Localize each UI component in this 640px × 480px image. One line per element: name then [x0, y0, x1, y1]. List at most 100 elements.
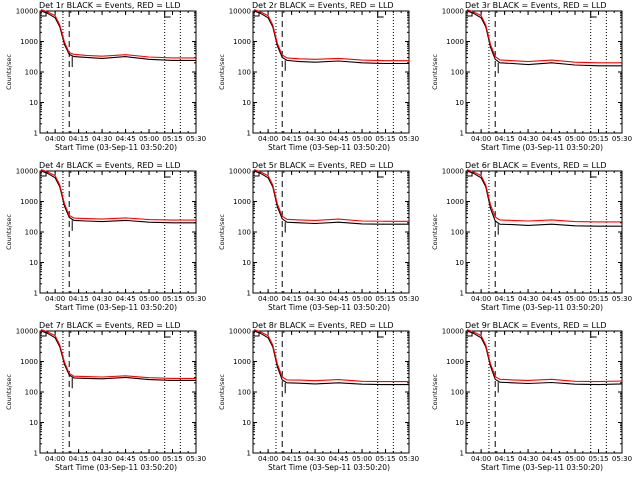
x-tick-label: 05:15: [588, 295, 608, 303]
y-tick-label: 10: [455, 259, 464, 267]
end-bracket-marker: [590, 331, 597, 338]
x-tick-label: 04:45: [115, 455, 135, 463]
x-tick-label: 04:00: [471, 295, 491, 303]
series-lld-line: [466, 169, 622, 223]
y-tick-label: 10000: [16, 168, 38, 176]
panel-1: Det 1r BLACK = Events, RED = LLD 1 10 100 10…: [5, 1, 206, 152]
y-tick-label: 100: [451, 389, 464, 397]
y-tick-label: 10000: [442, 328, 464, 336]
panel-5: Det 5r BLACK = Events, RED = LLD 1 10 100 10…: [218, 161, 419, 312]
y-tick-label: 10: [242, 259, 251, 267]
x-tick-label: 04:00: [258, 295, 278, 303]
y-axis-label: Counts/sec: [218, 214, 226, 250]
x-tick-label: 04:00: [45, 135, 65, 143]
series-lld-line: [466, 329, 623, 383]
series-lld-line: [466, 9, 622, 64]
x-axis-label: Start Time (03-Sep-11 03:50:20): [268, 303, 390, 312]
y-tick-label: 1: [460, 290, 464, 298]
x-tick-label: 04:45: [115, 135, 135, 143]
x-tick-label: 05:30: [399, 135, 419, 143]
x-tick-label: 05:30: [612, 455, 632, 463]
x-tick-label: 04:15: [69, 135, 89, 143]
series-events-line: [40, 330, 196, 381]
x-tick-label: 04:45: [541, 135, 561, 143]
x-tick-label: 05:00: [139, 135, 159, 143]
x-tick-label: 04:15: [495, 295, 515, 303]
y-tick-label: 100: [25, 229, 38, 237]
series-events-line: [253, 330, 409, 386]
series-events-line: [40, 10, 196, 61]
y-tick-label: 1000: [233, 198, 251, 206]
x-tick-label: 05:15: [375, 455, 395, 463]
x-tick-label: 05:15: [162, 135, 182, 143]
x-tick-label: 05:15: [375, 295, 395, 303]
y-tick-label: 1: [34, 130, 38, 138]
panel-8: Det 8r BLACK = Events, RED = LLD 1 10 100 10…: [218, 321, 419, 472]
y-tick-label: 1000: [446, 38, 464, 46]
x-tick-label: 05:30: [186, 455, 206, 463]
y-tick-label: 1000: [233, 38, 251, 46]
y-tick-label: 1: [247, 290, 251, 298]
x-tick-label: 04:00: [45, 295, 65, 303]
y-tick-label: 10: [29, 259, 38, 267]
x-tick-label: 05:30: [612, 295, 632, 303]
y-tick-label: 10: [242, 419, 251, 427]
chart-title: Det 2r BLACK = Events, RED = LLD: [252, 1, 394, 10]
y-tick-label: 100: [238, 69, 251, 77]
y-axis-label: Counts/sec: [5, 374, 13, 410]
y-tick-label: 1: [34, 450, 38, 458]
panel-9: Det 9r BLACK = Events, RED = LLD 1 10 100 10…: [431, 321, 632, 472]
panel-2: Det 2r BLACK = Events, RED = LLD 1 10 100 10…: [218, 1, 419, 152]
y-axis-label: Counts/sec: [431, 214, 439, 250]
x-axis-label: Start Time (03-Sep-11 03:50:20): [481, 143, 603, 152]
y-tick-label: 1000: [20, 198, 38, 206]
x-tick-label: 04:15: [495, 455, 515, 463]
x-tick-label: 05:00: [139, 295, 159, 303]
y-tick-label: 10000: [442, 168, 464, 176]
series-events-line: [466, 330, 623, 386]
y-tick-label: 100: [238, 229, 251, 237]
x-tick-label: 04:15: [282, 135, 302, 143]
x-axis-label: Start Time (03-Sep-11 03:50:20): [55, 143, 177, 152]
y-axis-label: Counts/sec: [218, 54, 226, 90]
chart-title: Det 9r BLACK = Events, RED = LLD: [465, 321, 607, 330]
y-tick-label: 10000: [229, 8, 251, 16]
x-tick-label: 04:30: [305, 455, 325, 463]
x-tick-label: 04:30: [305, 135, 325, 143]
x-tick-label: 04:15: [282, 455, 302, 463]
x-axis-label: Start Time (03-Sep-11 03:50:20): [55, 303, 177, 312]
y-tick-label: 10000: [229, 328, 251, 336]
y-tick-label: 100: [451, 229, 464, 237]
series-events-line: [253, 170, 409, 225]
series-lld-line: [40, 169, 196, 221]
y-tick-label: 100: [238, 389, 251, 397]
y-tick-label: 1000: [446, 198, 464, 206]
y-tick-label: 10000: [442, 8, 464, 16]
chart-title: Det 6r BLACK = Events, RED = LLD: [465, 161, 607, 170]
end-bracket-marker: [377, 11, 384, 18]
y-tick-label: 1000: [20, 358, 38, 366]
y-tick-label: 10: [455, 99, 464, 107]
x-tick-label: 05:15: [588, 135, 608, 143]
x-axis-label: Start Time (03-Sep-11 03:50:20): [268, 143, 390, 152]
x-tick-label: 05:00: [352, 135, 372, 143]
x-axis-label: Start Time (03-Sep-11 03:50:20): [268, 463, 390, 472]
panel-4: Det 4r BLACK = Events, RED = LLD 1 10 100 10…: [5, 161, 206, 312]
x-tick-label: 05:15: [375, 135, 395, 143]
x-tick-label: 04:15: [495, 135, 515, 143]
chart-title: Det 8r BLACK = Events, RED = LLD: [252, 321, 394, 330]
x-tick-label: 05:30: [186, 295, 206, 303]
series-lld-line: [40, 329, 196, 379]
chart-title: Det 7r BLACK = Events, RED = LLD: [39, 321, 181, 330]
y-axis-label: Counts/sec: [218, 374, 226, 410]
series-events-line: [253, 10, 409, 65]
x-tick-label: 04:15: [282, 295, 302, 303]
x-tick-label: 04:30: [92, 135, 112, 143]
x-tick-label: 05:00: [352, 455, 372, 463]
x-tick-label: 04:45: [328, 295, 348, 303]
end-bracket-marker: [590, 11, 597, 18]
x-axis-label: Start Time (03-Sep-11 03:50:20): [55, 463, 177, 472]
chart-title: Det 1r BLACK = Events, RED = LLD: [39, 1, 181, 10]
x-tick-label: 05:30: [399, 455, 419, 463]
chart-title: Det 3r BLACK = Events, RED = LLD: [465, 1, 607, 10]
